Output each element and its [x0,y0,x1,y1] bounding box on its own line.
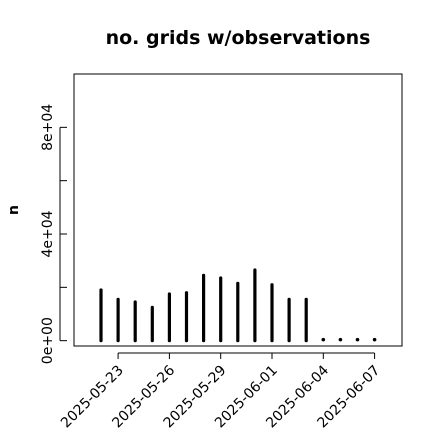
bar [355,337,360,342]
bar [372,337,377,342]
bars [99,268,377,343]
y-axis: 0e+00 4e+04 8e+04 [40,104,67,364]
y-tick-label: 8e+04 [40,104,56,151]
y-axis-label: n [6,205,22,215]
bar [321,337,326,342]
x-axis: 2025-05-232025-05-262025-05-292025-06-01… [58,352,383,431]
bar [338,337,343,342]
y-tick-label: 4e+04 [40,210,56,257]
chart-title: no. grids w/observations [106,27,371,49]
plot-area-frame [73,73,403,347]
y-tick-label: 0e+00 [40,317,56,364]
